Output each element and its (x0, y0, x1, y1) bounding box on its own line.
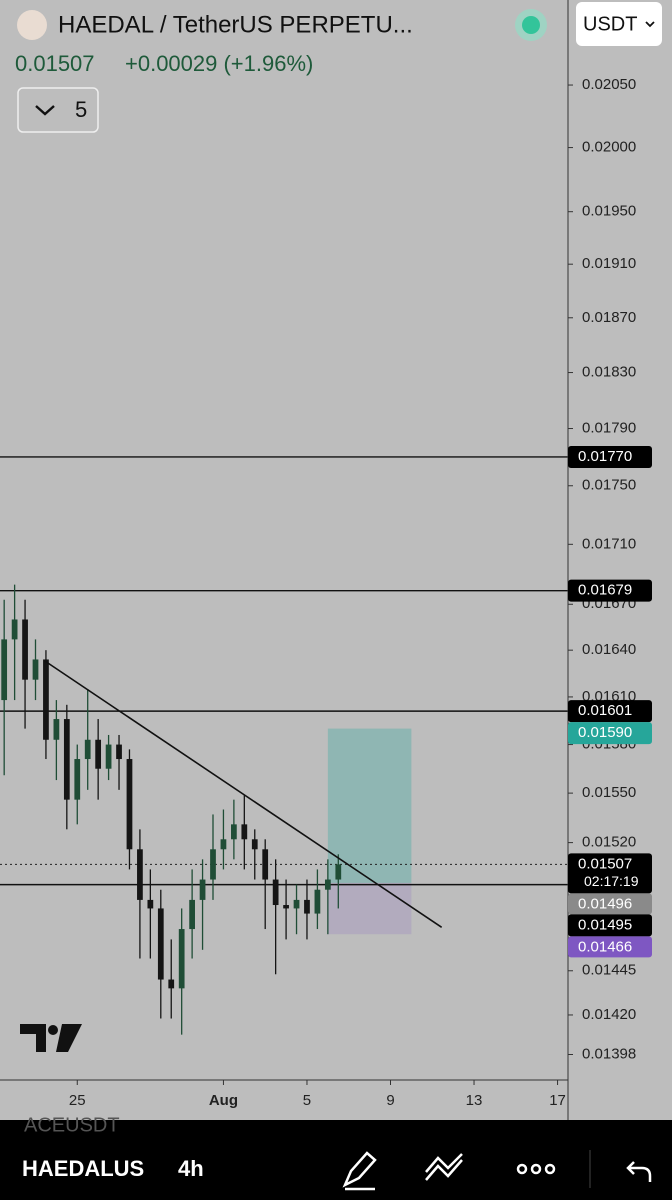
y-tick-label: 0.01950 (582, 203, 636, 220)
candle-body (210, 849, 216, 880)
candle-body (168, 979, 175, 989)
candle-body (178, 929, 185, 989)
y-tick-label: 0.02050 (582, 76, 636, 93)
candle-body (251, 839, 258, 850)
candle-body (220, 839, 227, 850)
price-label-box (568, 722, 652, 745)
price-label: 0.01590 (578, 724, 632, 741)
candle-body (84, 739, 91, 760)
price-label-box (568, 853, 652, 894)
candle-body (22, 619, 28, 680)
indicator-count[interactable]: 5 (75, 97, 87, 122)
price-label-box (568, 579, 652, 602)
symbol-button[interactable]: HAEDALUS (22, 1156, 144, 1181)
candle-body (272, 879, 279, 906)
candle-body (189, 899, 195, 930)
y-tick-label: 0.01445 (582, 962, 636, 979)
interval-button[interactable]: 4h (178, 1156, 204, 1181)
candle-body (137, 849, 143, 900)
price-change: +0.00029 (+1.96%) (125, 51, 313, 76)
status-dot (522, 16, 540, 34)
currency-chevron (645, 21, 655, 28)
y-tick-label: 0.01520 (582, 834, 636, 851)
price-label: 0.01496 (578, 895, 632, 912)
candle-body (335, 864, 342, 880)
x-tick-label: 13 (466, 1092, 483, 1109)
y-tick-label: 0.01710 (582, 535, 636, 552)
plot-area (0, 456, 568, 1035)
coin-icon (17, 10, 47, 40)
price-label-box (568, 893, 652, 915)
price-label: 0.01770 (578, 448, 632, 465)
candle-body (293, 899, 300, 909)
y-tick-label: 0.01790 (582, 419, 636, 436)
price-label: 0.01507 (578, 855, 632, 872)
price-label-box (568, 445, 652, 468)
price-label: 0.01495 (578, 916, 632, 933)
symbol-title[interactable]: HAEDAL / TetherUS PERPETU... (58, 11, 413, 38)
candle-body (53, 719, 60, 740)
draw-icon[interactable] (342, 1151, 377, 1191)
x-tick-label: 9 (386, 1092, 394, 1109)
price-label: 0.01601 (578, 702, 632, 719)
candle-body (241, 824, 248, 840)
y-tick-label: 0.01910 (582, 255, 636, 272)
currency-label[interactable]: USDT (583, 13, 637, 35)
candle-body (283, 905, 289, 909)
target-zone (327, 728, 412, 883)
ghost-symbol: ACEUSDT (24, 1114, 120, 1136)
currency-button[interactable] (576, 2, 662, 46)
candle-body (314, 889, 321, 914)
candle-body (105, 744, 112, 769)
bottom-bar (0, 1120, 672, 1200)
tv-logo (20, 1024, 82, 1052)
x-tick-label: Aug (209, 1092, 238, 1109)
stop-zone (327, 882, 412, 935)
price-label: 0.01466 (578, 938, 632, 955)
candle-body (324, 879, 331, 890)
x-tick-label: 25 (69, 1092, 86, 1109)
candle-body (147, 899, 154, 909)
candle-body (262, 849, 269, 880)
candle-body (304, 899, 310, 914)
candle-body (74, 759, 81, 800)
candle-body (231, 824, 237, 840)
price-label-box (568, 936, 652, 958)
candle-body (1, 639, 8, 701)
candle-body (157, 908, 164, 980)
price-label: 0.01679 (578, 582, 632, 599)
candle-body (11, 619, 18, 640)
candle-body (126, 759, 133, 850)
y-tick-label: 0.01640 (582, 641, 636, 658)
trendline (44, 660, 443, 928)
countdown-label: 02:17:19 (584, 873, 639, 889)
indicators-icon[interactable] (425, 1153, 463, 1181)
last-price: 0.01507 (15, 51, 95, 76)
candle-body (199, 879, 206, 900)
x-tick-label: 17 (549, 1092, 566, 1109)
y-tick-label: 0.01830 (582, 364, 636, 381)
candle-body (43, 659, 49, 740)
candle-body (95, 739, 102, 769)
x-tick-label: 5 (303, 1092, 311, 1109)
back-icon[interactable] (626, 1161, 652, 1182)
candle-body (116, 744, 122, 760)
y-tick-label: 0.02000 (582, 139, 636, 156)
y-tick-label: 0.01750 (582, 477, 636, 494)
candle-body (63, 719, 70, 800)
price-label-box (568, 700, 652, 723)
indicator-chevron (35, 105, 55, 116)
indicator-toggle[interactable] (17, 87, 99, 133)
y-tick-label: 0.01550 (582, 784, 636, 801)
y-tick-label: 0.01420 (582, 1006, 636, 1023)
y-tick-label: 0.01398 (582, 1045, 636, 1062)
candle-body (32, 659, 39, 680)
price-label-box (568, 914, 652, 937)
y-tick-label: 0.01870 (582, 309, 636, 326)
more-icon[interactable] (516, 1163, 556, 1175)
